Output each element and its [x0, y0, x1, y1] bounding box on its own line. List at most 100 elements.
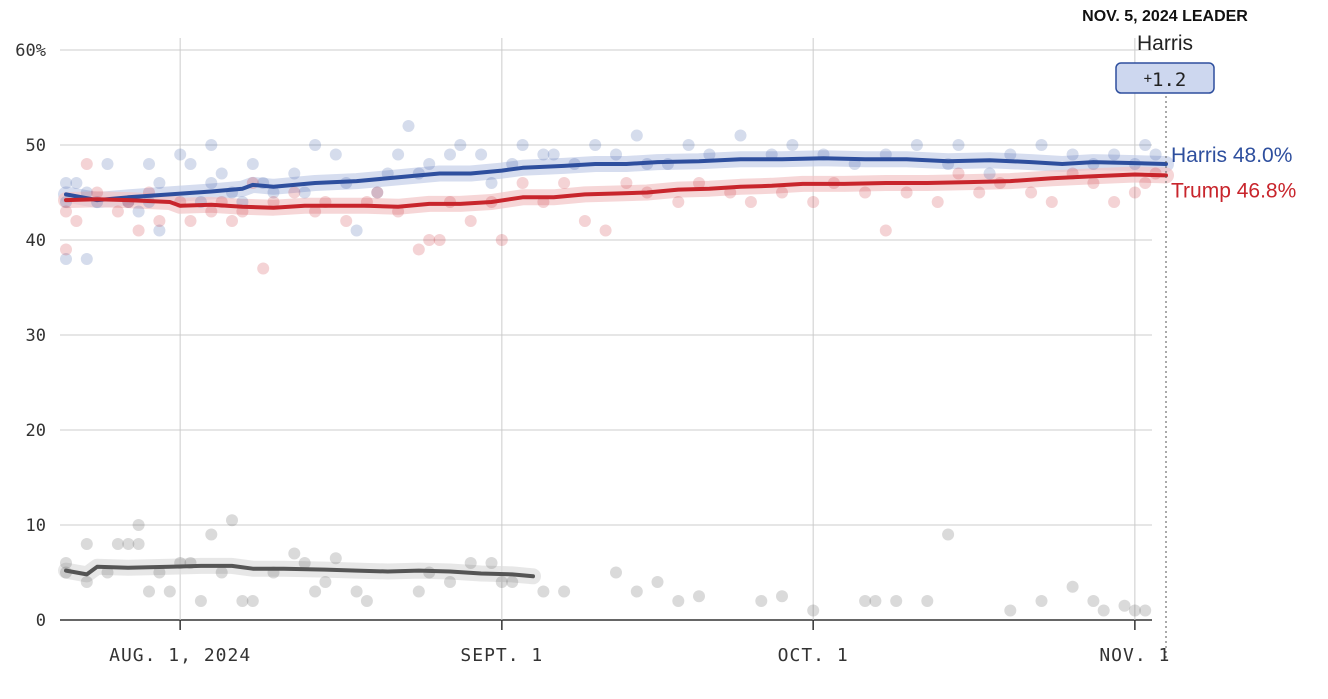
poll-dot	[205, 205, 218, 218]
leader-callout: NOV. 5, 2024 LEADER Harris +1.2	[1082, 8, 1248, 94]
y-tick-label: 50	[26, 136, 46, 156]
poll-dot	[215, 167, 228, 180]
poll-dot	[910, 139, 923, 151]
y-tick-label: 60%	[15, 41, 46, 61]
poll-dot	[506, 576, 519, 588]
poll-dot	[516, 177, 529, 189]
poll-dot	[444, 148, 456, 161]
poll-dot	[859, 595, 872, 607]
poll-dot	[143, 585, 155, 598]
poll-dot	[672, 595, 685, 607]
poll-dot	[101, 158, 114, 170]
poll-dot	[1035, 139, 1048, 151]
poll-dot	[983, 167, 996, 180]
poll-dot	[900, 186, 913, 199]
poll-dot	[495, 576, 508, 588]
poll-dot	[1118, 599, 1131, 612]
poll-dots	[60, 120, 1162, 617]
poll-dot	[755, 595, 768, 607]
poll-dot	[101, 566, 114, 579]
poll-dot	[60, 243, 72, 256]
poll-dot	[516, 139, 529, 151]
poll-dot	[952, 139, 965, 151]
poll-dot	[1025, 186, 1038, 199]
poll-dot	[288, 547, 301, 560]
poll-dot	[599, 224, 612, 237]
y-tick-label: 20	[26, 421, 46, 441]
poll-dot	[578, 215, 591, 227]
poll-dot	[1087, 177, 1100, 189]
poll-dot	[350, 585, 363, 598]
poll-dot	[205, 528, 218, 541]
y-tick-label: 0	[36, 611, 46, 631]
gridlines	[60, 38, 1152, 621]
poll-dot	[734, 129, 747, 142]
poll-dot	[942, 528, 955, 541]
poll-dot	[319, 576, 332, 588]
series-end-label: Trump 46.8%	[1171, 179, 1296, 202]
poll-dot	[371, 186, 384, 199]
poll-dot	[80, 253, 93, 265]
poll-dot	[91, 186, 104, 199]
poll-dot	[1128, 186, 1141, 199]
poll-dot	[309, 585, 322, 598]
poll-dot	[1004, 604, 1017, 617]
poll-dot	[693, 177, 705, 189]
poll-dot	[495, 234, 508, 246]
poll-dot	[807, 604, 820, 617]
poll-dot	[682, 139, 695, 151]
poll-dot	[1108, 148, 1121, 161]
poll-dot	[1139, 177, 1152, 189]
y-tick-label: 30	[26, 326, 46, 346]
poll-dot	[215, 566, 228, 579]
poll-dot	[869, 595, 882, 607]
poll-dot	[80, 538, 93, 550]
poll-dot	[693, 590, 705, 603]
poll-dot	[1045, 196, 1058, 208]
poll-dot	[1066, 148, 1079, 161]
poll-dot	[1128, 604, 1141, 617]
poll-dot	[485, 557, 498, 569]
x-tick-label: SEPT. 1	[460, 645, 543, 666]
poll-dot	[412, 243, 425, 256]
poll-dot	[651, 576, 664, 588]
poll-dot	[132, 519, 145, 531]
poll-dot	[60, 253, 72, 265]
poll-dot	[371, 186, 384, 199]
poll-dot	[360, 595, 373, 607]
poll-dot	[807, 196, 820, 208]
poll-dot	[298, 557, 311, 569]
series-end-label: Harris 48.0%	[1171, 144, 1292, 167]
x-tick-label: OCT. 1	[778, 645, 849, 666]
poll-dot	[267, 196, 280, 208]
poll-dot	[298, 186, 311, 199]
poll-dot	[1035, 595, 1048, 607]
poll-dot	[132, 205, 145, 218]
poll-dot	[70, 177, 83, 189]
poll-dot	[309, 139, 322, 151]
series-line	[64, 172, 1168, 210]
poll-dot	[257, 262, 270, 275]
poll-dot	[122, 538, 135, 550]
poll-dot	[153, 215, 166, 227]
poll-dot	[444, 576, 456, 588]
poll-dot	[423, 234, 436, 246]
poll-dot	[1139, 139, 1152, 151]
poll-dot	[589, 139, 602, 151]
poll-dot	[610, 148, 622, 161]
poll-dot	[464, 557, 477, 569]
poll-dot	[1108, 196, 1121, 208]
poll-dot	[267, 186, 280, 199]
poll-dot	[132, 538, 145, 550]
poll-dot	[620, 177, 633, 189]
poll-dot	[485, 177, 498, 189]
poll-dot	[475, 148, 488, 161]
poll-dot	[786, 139, 799, 151]
poll-dot	[433, 234, 446, 246]
leader-name: Harris	[1137, 32, 1193, 55]
poll-dot	[174, 148, 187, 161]
leader-heading: NOV. 5, 2024 LEADER	[1082, 8, 1248, 25]
poll-dot	[329, 552, 342, 565]
poll-dot	[454, 139, 467, 151]
poll-dot	[194, 595, 207, 607]
